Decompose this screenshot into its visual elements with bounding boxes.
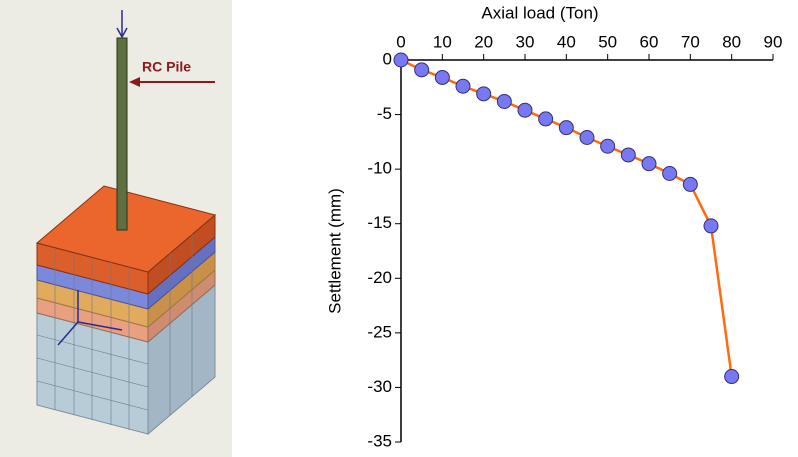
y-tick-label: -25 xyxy=(367,322,392,341)
x-tick-label: 20 xyxy=(474,32,493,51)
point xyxy=(456,79,470,93)
x-tick-label: 80 xyxy=(722,32,741,51)
y-tick-label: 0 xyxy=(383,49,392,68)
x-tick-label: 70 xyxy=(681,32,700,51)
point xyxy=(580,130,594,144)
point xyxy=(497,94,511,108)
point xyxy=(642,157,656,171)
x-tick-label: 40 xyxy=(557,32,576,51)
y-tick-label: -15 xyxy=(367,213,392,232)
x-tick-label: 0 xyxy=(396,32,405,51)
x-tick-label: 50 xyxy=(598,32,617,51)
x-tick-label: 10 xyxy=(433,32,452,51)
point xyxy=(601,139,615,153)
figure: RC Pile Axial load (Ton) Settlement (mm)… xyxy=(0,0,798,457)
point xyxy=(725,370,739,384)
point xyxy=(704,219,718,233)
point xyxy=(394,53,408,67)
y-tick-label: -35 xyxy=(367,431,392,450)
point xyxy=(435,70,449,84)
y-tick-label: -10 xyxy=(367,159,392,178)
point xyxy=(683,177,697,191)
y-tick-label: -5 xyxy=(377,104,392,123)
x-axis-title: Axial load (Ton) xyxy=(481,3,598,22)
x-tick-label: 30 xyxy=(516,32,535,51)
x-tick-label: 90 xyxy=(764,32,783,51)
point xyxy=(518,103,532,117)
point xyxy=(415,63,429,77)
series-line xyxy=(401,60,732,377)
point xyxy=(559,121,573,135)
page: RC Pile Axial load (Ton) Settlement (mm)… xyxy=(0,0,798,457)
pile-label: RC Pile xyxy=(142,59,191,75)
x-tick-label: 60 xyxy=(640,32,659,51)
y-axis-title: Settlement (mm) xyxy=(325,188,344,314)
pile xyxy=(117,38,127,230)
point xyxy=(539,112,553,126)
y-tick-label: -30 xyxy=(367,377,392,396)
point xyxy=(621,148,635,162)
point xyxy=(663,167,677,181)
point xyxy=(477,87,491,101)
model-figure: RC Pile xyxy=(0,0,232,457)
y-tick-label: -20 xyxy=(367,268,392,287)
